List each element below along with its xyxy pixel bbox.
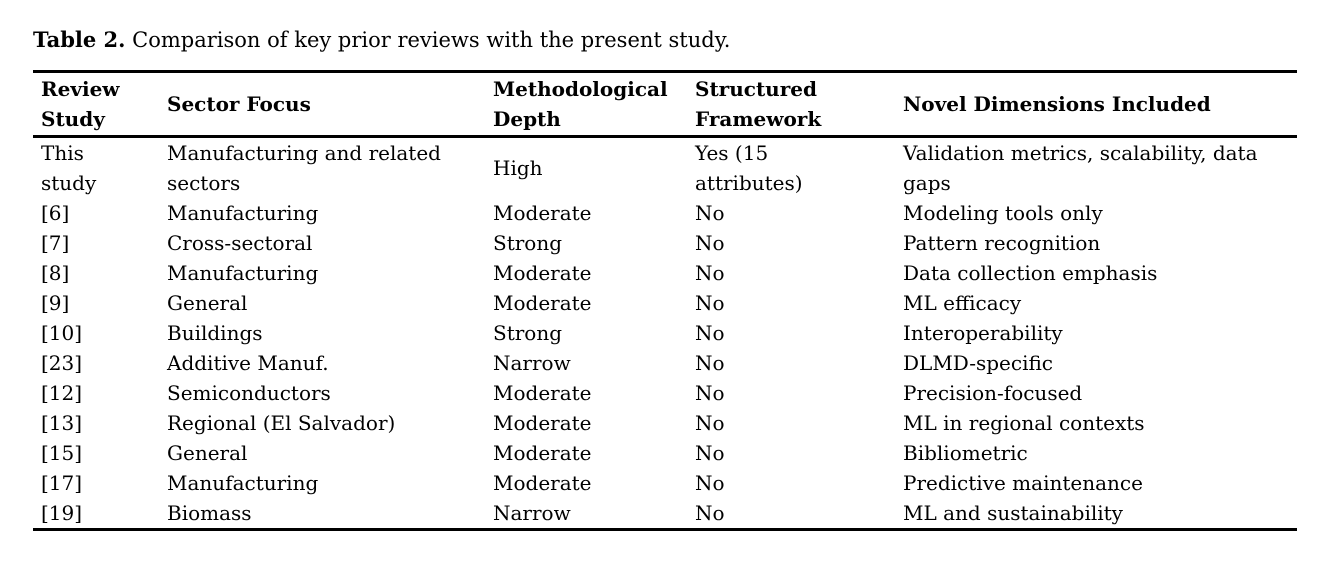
- cell-methodological-depth: Moderate: [493, 261, 592, 285]
- table-caption: Table 2. Comparison of key prior reviews…: [33, 26, 1327, 54]
- table-row: [23] Additive Manuf. Narrow No DLMD-spec…: [33, 348, 1297, 378]
- cell-methodological-depth: Moderate: [493, 201, 592, 225]
- cell-methodological-depth: Strong: [493, 321, 563, 345]
- cell-novel-dimensions: ML efficacy: [903, 291, 1022, 315]
- cell-review-study: [7]: [41, 231, 70, 255]
- cell-methodological-depth: Moderate: [493, 471, 592, 495]
- cell-structured-framework: No: [695, 321, 725, 345]
- cell-novel-dimensions: Bibliometric: [903, 441, 1028, 465]
- cell-structured-framework: No: [695, 351, 725, 375]
- cell-methodological-depth: Moderate: [493, 441, 592, 465]
- cell-methodological-depth: Strong: [493, 231, 563, 255]
- cell-novel-dimensions: Precision-focused: [903, 381, 1083, 405]
- cell-structured-framework: No: [695, 471, 725, 495]
- cell-methodological-depth: Narrow: [493, 351, 571, 375]
- cell-sector-focus: Regional (El Salvador): [167, 411, 396, 435]
- cell-sector-focus: General: [167, 291, 248, 315]
- cell-sector-focus: Manufacturing: [167, 261, 319, 285]
- cell-methodological-depth: Moderate: [493, 411, 592, 435]
- cell-methodological-depth: Moderate: [493, 291, 592, 315]
- table-row: [7] Cross-sectoral Strong No Pattern rec…: [33, 228, 1297, 258]
- cell-review-study: [10]: [41, 321, 83, 345]
- table-row: [19] Biomass Narrow No ML and sustainabi…: [33, 498, 1297, 530]
- table-row: [12] Semiconductors Moderate No Precisio…: [33, 378, 1297, 408]
- table-caption-text: Comparison of key prior reviews with the…: [125, 28, 731, 52]
- cell-review-study: [8]: [41, 261, 70, 285]
- table-row: [15] General Moderate No Bibliometric: [33, 438, 1297, 468]
- table-header-row: Review Study Sector Focus Methodological…: [33, 71, 1297, 138]
- cell-structured-framework: No: [695, 411, 725, 435]
- cell-sector-focus: Cross-sectoral: [167, 231, 313, 255]
- cell-novel-dimensions: Predictive maintenance: [903, 471, 1143, 495]
- cell-structured-framework: No: [695, 231, 725, 255]
- table-row: [17] Manufacturing Moderate No Predictiv…: [33, 468, 1297, 498]
- cell-sector-focus: Manufacturing: [167, 201, 319, 225]
- cell-review-study: [17]: [41, 471, 83, 495]
- cell-review-study: [9]: [41, 291, 70, 315]
- column-header-structured-framework: Structured Framework: [687, 71, 895, 138]
- cell-novel-dimensions: ML in regional contexts: [903, 411, 1145, 435]
- cell-structured-framework: No: [695, 501, 725, 525]
- cell-review-study: [6]: [41, 201, 70, 225]
- cell-novel-dimensions: Interoperability: [903, 321, 1063, 345]
- cell-structured-framework: No: [695, 291, 725, 315]
- cell-structured-framework: No: [695, 441, 725, 465]
- column-header-sector-focus: Sector Focus: [159, 71, 485, 138]
- cell-review-study: [12]: [41, 381, 83, 405]
- cell-review-study: [19]: [41, 501, 83, 525]
- table-row: [9] General Moderate No ML efficacy: [33, 288, 1297, 318]
- cell-novel-dimensions: Data collection emphasis: [903, 261, 1158, 285]
- cell-review-study: [15]: [41, 441, 83, 465]
- comparison-table: Review Study Sector Focus Methodological…: [33, 70, 1297, 531]
- cell-sector-focus: Buildings: [167, 321, 263, 345]
- column-header-novel-dimensions: Novel Dimensions Included: [895, 71, 1297, 138]
- cell-novel-dimensions: Modeling tools only: [903, 201, 1103, 225]
- cell-methodological-depth: High: [493, 156, 543, 180]
- cell-review-study: [13]: [41, 411, 83, 435]
- table-row: [8] Manufacturing Moderate No Data colle…: [33, 258, 1297, 288]
- cell-sector-focus: Manufacturing: [167, 471, 319, 495]
- cell-methodological-depth: Moderate: [493, 381, 592, 405]
- table-row: [13] Regional (El Salvador) Moderate No …: [33, 408, 1297, 438]
- cell-structured-framework: No: [695, 381, 725, 405]
- cell-novel-dimensions: ML and sustainability: [903, 501, 1123, 525]
- cell-novel-dimensions: Pattern recognition: [903, 231, 1101, 255]
- cell-structured-framework: No: [695, 201, 725, 225]
- cell-structured-framework: Yes (15 attributes): [695, 141, 803, 195]
- table-caption-label: Table 2.: [33, 27, 126, 52]
- cell-novel-dimensions: DLMD-specific: [903, 351, 1053, 375]
- cell-sector-focus: Semiconductors: [167, 381, 331, 405]
- column-header-methodological-depth: Methodological Depth: [485, 71, 687, 138]
- table-row: [10] Buildings Strong No Interoperabilit…: [33, 318, 1297, 348]
- table-row: [6] Manufacturing Moderate No Modeling t…: [33, 198, 1297, 228]
- table-row: This study Manufacturing and related sec…: [33, 137, 1297, 199]
- cell-sector-focus: Manufacturing and related sectors: [167, 141, 441, 195]
- cell-methodological-depth: Narrow: [493, 501, 571, 525]
- table-body: This study Manufacturing and related sec…: [33, 137, 1297, 530]
- cell-review-study: This study: [41, 141, 97, 195]
- cell-sector-focus: General: [167, 441, 248, 465]
- cell-review-study: [23]: [41, 351, 83, 375]
- cell-structured-framework: No: [695, 261, 725, 285]
- cell-novel-dimensions: Validation metrics, scalability, data ga…: [903, 141, 1258, 195]
- cell-sector-focus: Additive Manuf.: [167, 351, 329, 375]
- column-header-review-study: Review Study: [33, 71, 159, 138]
- cell-sector-focus: Biomass: [167, 501, 252, 525]
